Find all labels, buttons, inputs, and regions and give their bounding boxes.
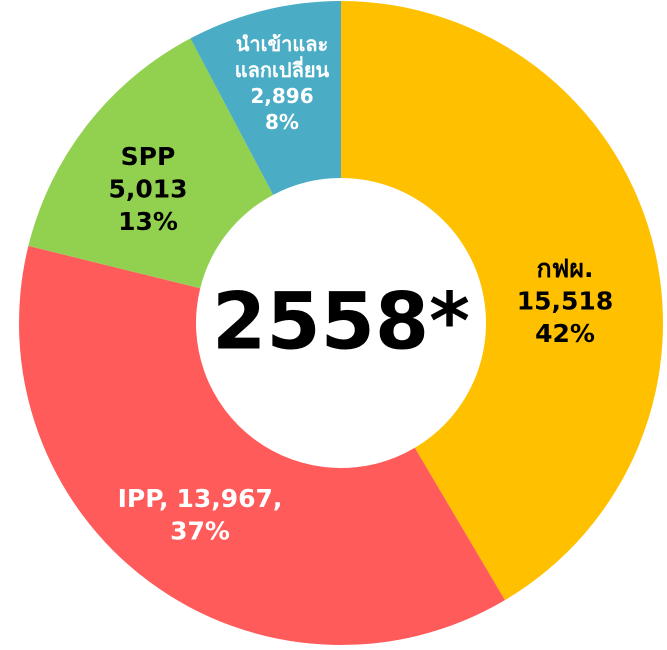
category-name: นำเข้าและ — [236, 32, 329, 56]
category-name: แลกเปลี่ยน — [235, 55, 330, 82]
category-name: SPP — [121, 142, 176, 171]
category-name: กฟผ. — [537, 254, 594, 283]
data-label: IPP, 13,967, 37% — [118, 484, 283, 546]
category-name: IPP — [118, 484, 164, 513]
label-line: 15,518 — [517, 287, 613, 316]
slice — [28, 38, 274, 289]
value-label: 5,013 — [108, 175, 187, 204]
percent-label: 8% — [265, 110, 299, 134]
slice — [190, 1, 341, 195]
label-line: แลกเปลี่ยน — [235, 55, 330, 82]
percent-label: 42% — [535, 319, 595, 348]
data-label: SPP 5,013 13% — [108, 142, 187, 236]
separator: , — [273, 484, 283, 513]
label-line: 13% — [118, 207, 178, 236]
data-label: นำเข้าและแลกเปลี่ยน 2,896 8% — [235, 32, 330, 134]
label-line: IPP, 13,967, — [118, 484, 283, 513]
percent-label: 37% — [170, 517, 230, 546]
label-line: นำเข้าและ — [236, 32, 329, 56]
label-line: 5,013 — [108, 175, 187, 204]
label-line: 2,896 — [250, 84, 313, 108]
label-line: 8% — [265, 110, 299, 134]
label-line: 37% — [170, 517, 230, 546]
label-line: 42% — [535, 319, 595, 348]
value-label: 15,518 — [517, 287, 613, 316]
separator: , — [159, 484, 169, 513]
label-line: SPP — [121, 142, 176, 171]
slice — [18, 245, 505, 646]
data-label: กฟผ. 15,518 42% — [517, 254, 613, 348]
percent-label: 13% — [118, 207, 178, 236]
label-line: กฟผ. — [537, 254, 594, 283]
center-label: 2558* — [212, 277, 470, 367]
value-label: 13,967 — [176, 484, 272, 513]
value-label: 2,896 — [250, 84, 313, 108]
slice — [341, 1, 663, 601]
